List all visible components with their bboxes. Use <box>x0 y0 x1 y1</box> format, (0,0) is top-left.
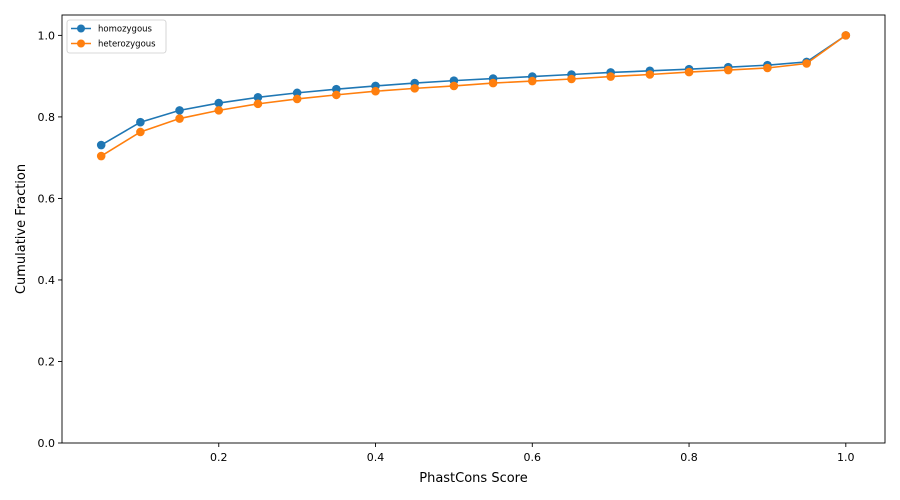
x-axis-title: PhastCons Score <box>419 471 528 486</box>
series-line-homozygous <box>100 34 847 146</box>
data-point-heterozygous <box>841 31 851 40</box>
x-tick-label: 0.4 <box>367 451 385 464</box>
data-point-homozygous <box>136 117 145 127</box>
data-point-heterozygous <box>214 106 224 115</box>
legend-item-homozygous: homozygous <box>71 24 153 35</box>
y-tick-label: 0.2 <box>38 355 56 368</box>
data-point-homozygous <box>253 93 263 102</box>
x-tick-label: 1.0 <box>837 451 855 464</box>
y-tick-label: 0.0 <box>38 437 56 450</box>
y-tick-label: 0.8 <box>38 111 56 124</box>
data-point-heterozygous <box>96 151 106 161</box>
legend-label: heterozygous <box>98 40 156 50</box>
legend-marker <box>77 24 85 33</box>
plot-area <box>61 14 886 444</box>
data-point-heterozygous <box>802 59 811 68</box>
legend: homozygous heterozygous <box>66 19 167 54</box>
data-point-heterozygous <box>567 74 576 84</box>
y-axis-ticks: 0.0 0.2 0.4 0.6 0.8 1.0 <box>38 29 62 450</box>
plot-frame <box>61 14 886 444</box>
data-point-heterozygous <box>253 99 263 109</box>
data-point-heterozygous <box>684 67 694 77</box>
data-point-homozygous <box>175 106 184 115</box>
x-axis-ticks: 0.2 0.4 0.6 0.8 1.0 <box>210 443 855 464</box>
x-tick-label: 0.8 <box>680 451 698 464</box>
data-point-heterozygous <box>645 70 655 79</box>
data-point-heterozygous <box>527 76 537 86</box>
data-point-heterozygous <box>136 127 145 137</box>
data-point-heterozygous <box>175 114 184 123</box>
data-point-homozygous <box>292 88 302 98</box>
data-point-homozygous <box>96 140 106 150</box>
legend-label: homozygous <box>98 25 153 35</box>
series-heterozygous <box>96 31 851 161</box>
data-point-heterozygous <box>763 63 772 73</box>
data-point-heterozygous <box>371 86 380 96</box>
data-point-heterozygous <box>449 81 459 91</box>
x-tick-label: 0.6 <box>524 451 542 464</box>
data-point-heterozygous <box>723 65 733 75</box>
data-point-heterozygous <box>292 94 302 104</box>
legend-marker <box>77 39 85 48</box>
data-point-heterozygous <box>332 90 341 100</box>
y-tick-label: 0.6 <box>38 192 56 205</box>
legend-box <box>66 19 167 54</box>
y-tick-label: 0.4 <box>38 274 56 287</box>
data-point-heterozygous <box>488 78 498 88</box>
x-tick-label: 0.2 <box>210 451 228 464</box>
series-line-heterozygous <box>100 34 847 157</box>
data-point-heterozygous <box>410 84 420 93</box>
series-layer <box>96 31 851 161</box>
data-point-homozygous <box>214 98 224 108</box>
data-point-heterozygous <box>606 72 615 81</box>
legend-item-heterozygous: heterozygous <box>71 39 156 50</box>
y-axis-title: Cumulative Fraction <box>14 164 29 294</box>
y-tick-label: 1.0 <box>38 29 56 42</box>
